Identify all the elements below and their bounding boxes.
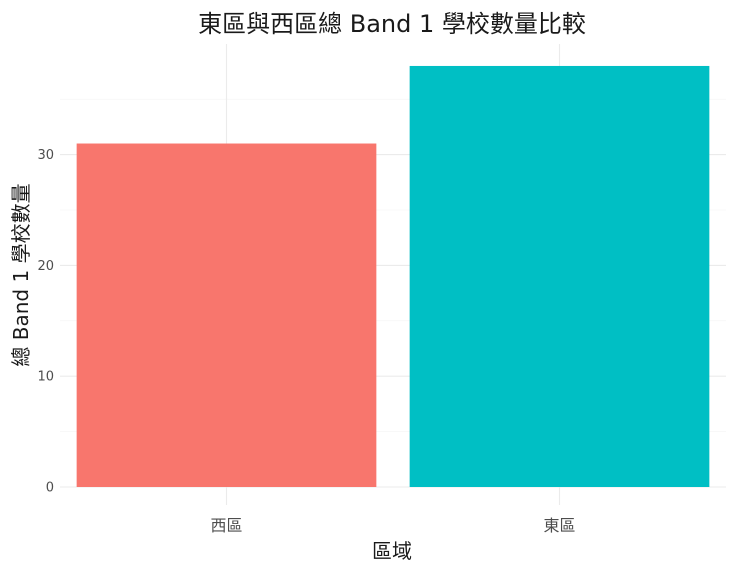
x-axis-title: 區域 bbox=[372, 539, 412, 563]
x-axis-ticks: 西區 東區 bbox=[210, 516, 575, 535]
x-tick-label: 東區 bbox=[543, 516, 575, 535]
y-axis-ticks: 0 10 20 30 bbox=[37, 148, 54, 495]
bars bbox=[76, 65, 710, 488]
chart-title: 東區與西區總 Band 1 學校數量比較 bbox=[198, 10, 586, 38]
y-tick-label: 0 bbox=[46, 481, 54, 496]
bar bbox=[409, 65, 710, 488]
y-tick-label: 20 bbox=[37, 259, 54, 274]
y-tick-label: 30 bbox=[37, 148, 54, 163]
bar bbox=[76, 143, 377, 487]
x-tick-label: 西區 bbox=[210, 516, 242, 535]
y-tick-label: 10 bbox=[37, 370, 54, 385]
y-axis-title: 總 Band 1 學校數量 bbox=[9, 183, 33, 366]
